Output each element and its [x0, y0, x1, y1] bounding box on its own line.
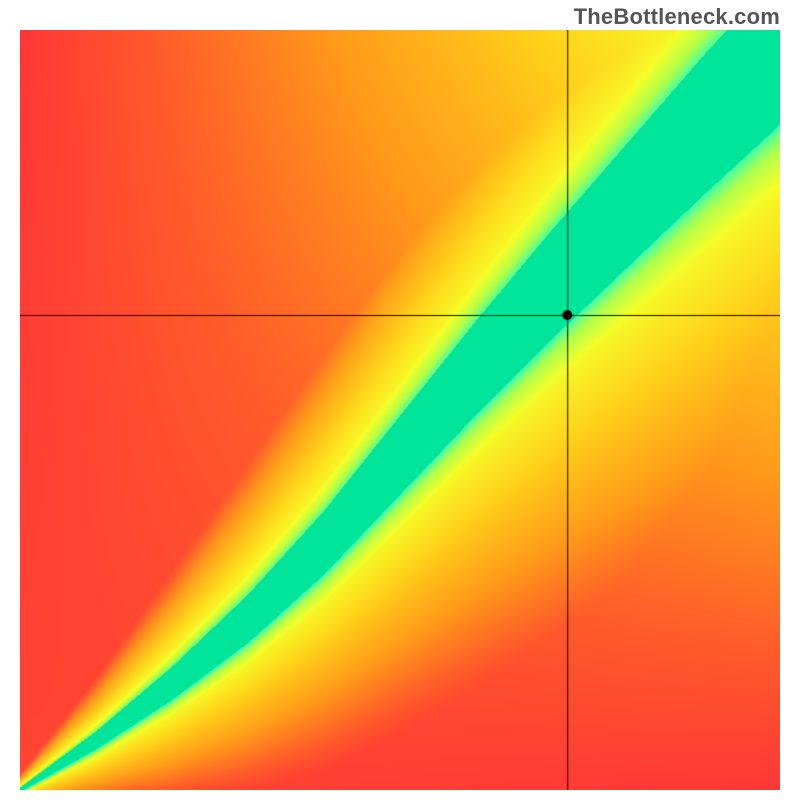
- chart-container: TheBottleneck.com: [0, 0, 800, 800]
- watermark-text: TheBottleneck.com: [574, 4, 780, 30]
- bottleneck-heatmap: [20, 30, 780, 790]
- heatmap-canvas: [20, 30, 780, 790]
